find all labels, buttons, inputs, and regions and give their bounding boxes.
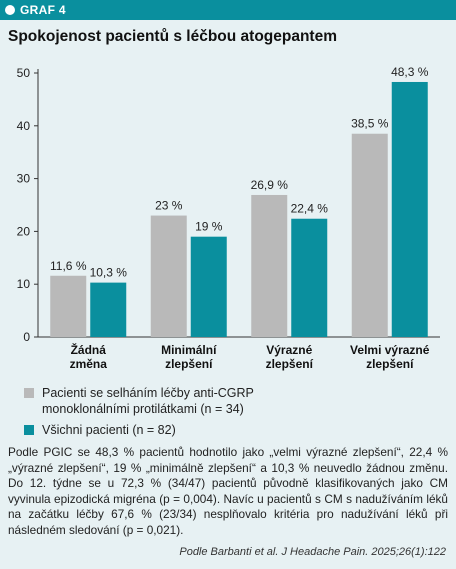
caption-text: Podle PGIC se 48,3 % pacientů hodnotilo … [8,445,448,537]
bar-series-2 [190,236,227,337]
bar-series-1 [251,194,288,337]
legend-label-line-2: monoklonálními protilátkami (n = 34) [42,402,244,416]
legend-swatch-series-1 [24,388,34,398]
data-label: 38,5 % [351,117,389,131]
y-tick-label: 50 [17,66,31,80]
data-label: 19 % [195,220,223,234]
x-tick-label: Velmi výrazné [350,343,430,357]
y-tick-label: 40 [17,119,31,133]
chart-legend: Pacienti se selháním léčby anti-CGRP mon… [24,385,444,443]
bar-series-1 [50,275,87,337]
data-label: 48,3 % [391,65,429,79]
bullet-icon [5,5,15,15]
figure-header: GRAF 4 [0,0,456,20]
legend-item-series-1: Pacienti se selháním léčby anti-CGRP mon… [24,385,444,417]
x-tick-label: Minimální [161,343,217,357]
x-tick-label: zlepšení [266,357,314,371]
x-tick-label: zlepšení [165,357,213,371]
x-tick-label: změna [70,357,108,371]
source-citation: Podle Barbanti et al. J Headache Pain. 2… [179,546,446,558]
chart-title: Spokojenost pacientů s léčbou atogepante… [8,28,337,45]
legend-item-series-2: Všichni pacienti (n = 82) [24,422,444,438]
y-tick-label: 20 [17,224,31,238]
data-label: 23 % [155,199,183,213]
bar-series-2 [90,282,127,337]
legend-label-series-2: Všichni pacienti (n = 82) [42,423,176,437]
data-label: 22,4 % [291,202,329,216]
bar-series-2 [291,218,328,337]
bar-series-1 [351,133,388,337]
y-tick-label: 0 [23,330,30,344]
legend-swatch-series-2 [24,425,34,435]
data-label: 26,9 % [251,178,289,192]
bar-series-2 [391,81,428,337]
x-tick-label: zlepšení [366,357,414,371]
x-tick-label: Výrazné [266,343,312,357]
legend-label-line-1: Pacienti se selháním léčby anti-CGRP [42,386,254,400]
y-tick-label: 10 [17,277,31,291]
bar-series-1 [150,215,187,337]
figure-label: GRAF 4 [20,3,66,17]
x-tick-label: Žádná [71,342,107,357]
data-label: 11,6 % [50,259,87,273]
y-tick-label: 30 [17,172,31,186]
data-label: 10,3 % [90,266,128,280]
